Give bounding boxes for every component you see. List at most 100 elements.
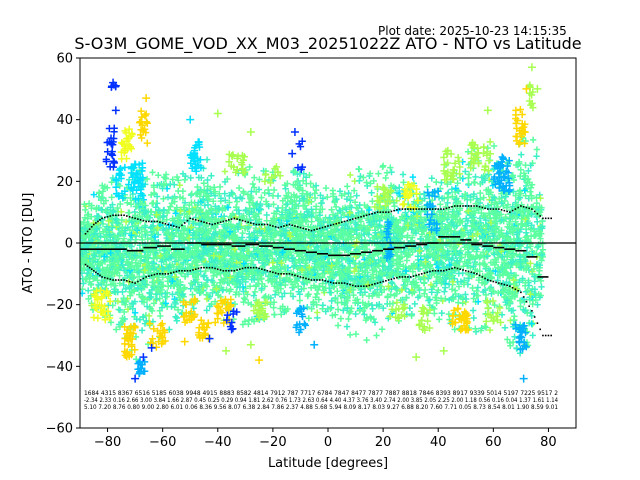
data-point (520, 170, 528, 177)
plot-date: Plot date: 2025-10-23 14:15:35 (378, 24, 567, 38)
data-point (518, 151, 525, 158)
data-point (396, 184, 403, 191)
data-point (103, 281, 110, 289)
data-point (407, 265, 414, 272)
data-point (383, 214, 390, 221)
data-point (516, 278, 523, 286)
data-point (298, 266, 306, 274)
data-point (430, 230, 437, 238)
data-point (85, 200, 93, 207)
data-point (485, 187, 492, 195)
data-point (484, 202, 492, 209)
data-point (233, 288, 240, 296)
data-point (391, 292, 398, 299)
data-point (85, 211, 92, 218)
data-point (319, 206, 326, 213)
data-point (336, 188, 344, 195)
data-point (502, 193, 510, 200)
data-point (233, 198, 241, 205)
data-point (85, 287, 92, 294)
data-point (470, 190, 478, 198)
data-point (187, 174, 194, 182)
data-point (451, 326, 458, 333)
data-point (263, 211, 270, 219)
data-point (373, 301, 380, 309)
data-point (521, 307, 529, 315)
data-point (312, 182, 320, 189)
data-point (331, 226, 338, 234)
data-point (379, 162, 387, 169)
data-point (232, 194, 240, 202)
data-point (420, 280, 428, 287)
data-point (285, 189, 292, 197)
data-point (510, 276, 517, 284)
data-point (384, 294, 391, 301)
data-point (400, 263, 407, 270)
data-point (472, 173, 479, 181)
data-point (520, 176, 528, 183)
data-point (163, 225, 170, 233)
data-point (88, 302, 95, 309)
data-point (318, 199, 326, 207)
data-point (203, 307, 210, 314)
data-point (371, 319, 379, 326)
data-point (309, 228, 316, 235)
data-point (290, 263, 297, 271)
data-point (270, 201, 277, 208)
data-point (432, 294, 439, 301)
data-point (332, 203, 340, 211)
data-point (512, 218, 519, 225)
data-point (510, 176, 518, 184)
data-point (210, 198, 217, 205)
data-point (250, 318, 258, 325)
data-point (465, 275, 473, 282)
data-point (529, 332, 536, 339)
data-point (256, 205, 264, 213)
data-point (118, 216, 126, 224)
data-point (145, 312, 153, 320)
data-point (491, 261, 499, 269)
data-point (143, 175, 151, 183)
data-point (251, 288, 259, 296)
data-point (346, 331, 354, 339)
data-point (368, 189, 375, 196)
data-point (392, 284, 400, 292)
data-point (494, 289, 502, 297)
data-point (171, 258, 179, 265)
data-point (387, 291, 394, 298)
data-point (159, 185, 166, 192)
data-point (282, 256, 289, 264)
data-point (222, 197, 229, 204)
data-point (421, 207, 429, 214)
data-point (128, 219, 135, 226)
chart-title: S-O3M_GOME_VOD_XX_M03_20251022Z ATO - NT… (74, 34, 581, 54)
data-point (522, 229, 530, 236)
data-point (361, 248, 369, 255)
data-point (84, 215, 91, 222)
data-point (504, 201, 512, 208)
data-point (343, 195, 351, 203)
data-point (498, 248, 505, 255)
data-point (312, 203, 320, 210)
data-point (158, 258, 165, 265)
data-point (123, 271, 131, 279)
data-point (200, 195, 207, 203)
data-point (172, 210, 179, 217)
data-point (108, 178, 115, 186)
data-point (319, 302, 327, 309)
data-point (362, 240, 370, 247)
data-point (305, 291, 312, 298)
data-point (527, 188, 534, 195)
data-point (244, 248, 252, 255)
data-point (249, 180, 257, 188)
data-point (473, 287, 480, 295)
data-point (490, 142, 498, 150)
data-point (207, 225, 215, 232)
data-point (283, 274, 290, 281)
data-point (208, 172, 215, 179)
data-point (308, 218, 315, 225)
data-point (238, 234, 246, 241)
data-point (466, 211, 474, 219)
data-point (148, 223, 156, 231)
